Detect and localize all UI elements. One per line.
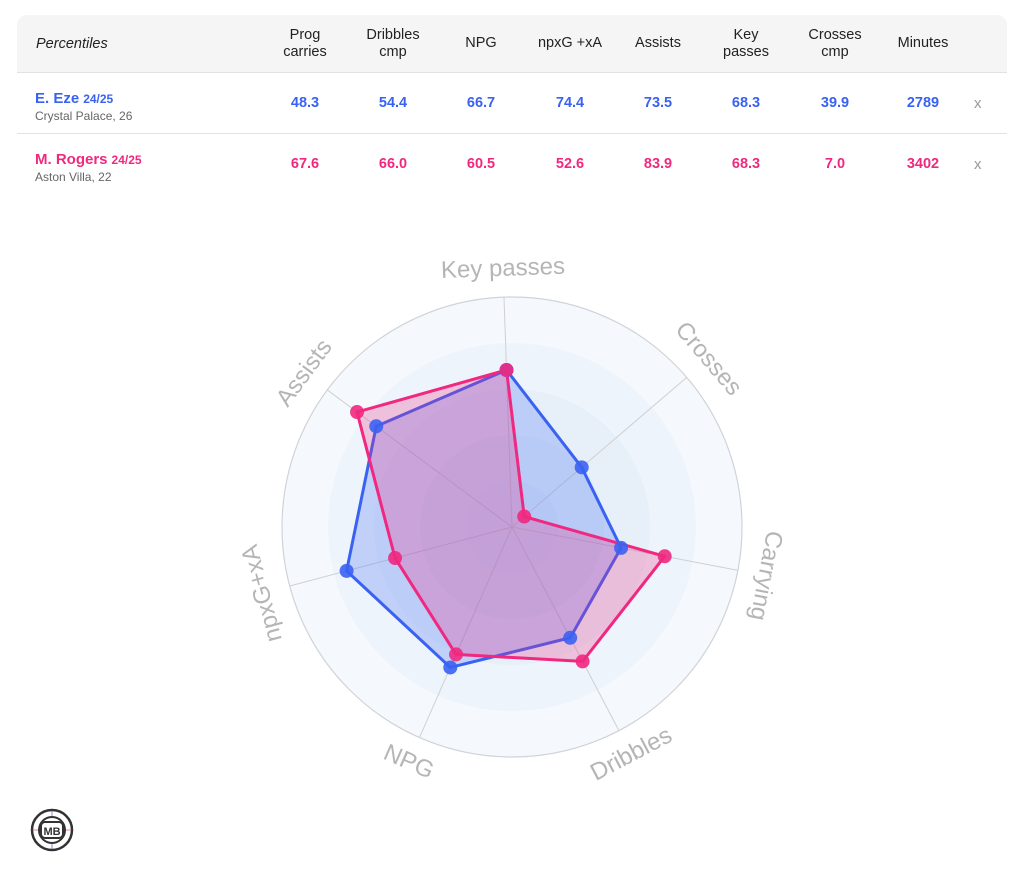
stat-value: 54.4: [378, 95, 408, 111]
mb-logo: MB: [30, 808, 74, 857]
stat-value: 7.0: [824, 156, 846, 172]
season: 24/25: [111, 153, 142, 167]
column-header-text: NPG: [465, 35, 497, 51]
column-header-text: Prog: [289, 26, 321, 43]
column-header-text: Key: [733, 26, 759, 43]
stat-value: 2789: [906, 95, 940, 111]
column-header-text: npxG +xA: [537, 35, 603, 51]
series-area: [345, 368, 623, 669]
stat-value: 83.9: [643, 156, 673, 172]
player-name[interactable]: E. Eze: [35, 90, 80, 107]
data-point: [339, 563, 354, 578]
percentiles-table: Percentiles Prog carries Dribbles cmp NPG npx…: [17, 15, 1007, 194]
club-age: Aston Villa, 22: [35, 170, 112, 184]
season: 24/25: [83, 92, 114, 106]
table-row: E. Eze 24/25 Crystal Palace, 26 48.3 54.4 66…: [17, 73, 1007, 134]
data-point: [517, 509, 532, 524]
table-title: Percentiles: [36, 35, 108, 52]
data-point: [563, 630, 578, 645]
table-row: M. Rogers 24/25 Aston Villa, 22 67.6 66.0 60…: [17, 134, 1007, 194]
column-header-text: passes: [723, 43, 769, 60]
column-header[interactable]: Assists: [613, 15, 703, 72]
axis-line: [419, 526, 513, 738]
stat-value: 39.9: [820, 95, 850, 111]
stat-value: 3402: [906, 156, 940, 172]
data-point: [574, 460, 589, 475]
table-header: Percentiles Prog carries Dribbles cmp NPG npx…: [17, 15, 1007, 73]
column-header[interactable]: NPG: [436, 15, 526, 72]
axis-line: [511, 377, 688, 528]
data-point: [350, 405, 365, 420]
data-point: [369, 419, 384, 434]
column-header-text: cmp: [821, 43, 849, 60]
data-point: [499, 363, 514, 378]
column-header[interactable]: Minutes: [878, 15, 968, 72]
stat-value: 67.6: [290, 156, 320, 172]
data-point: [614, 540, 629, 555]
stat-value: 66.7: [466, 95, 496, 111]
axis-label: NPG: [380, 739, 438, 785]
column-header[interactable]: Key passes: [701, 15, 791, 72]
stat-value: 60.5: [466, 156, 496, 172]
stat-value: 66.0: [378, 156, 408, 172]
axis-label: npxG+xA: [236, 542, 288, 645]
svg-text:MB: MB: [43, 826, 60, 838]
data-point: [443, 660, 458, 675]
stat-value: 68.3: [731, 156, 761, 172]
column-header-text: Crosses: [808, 26, 862, 43]
column-header[interactable]: Dribbles cmp: [348, 15, 438, 72]
data-point: [575, 654, 590, 669]
stat-value: 74.4: [555, 95, 585, 111]
data-point: [449, 647, 464, 662]
player-name[interactable]: M. Rogers: [35, 151, 108, 168]
axis-line: [511, 526, 620, 731]
stat-value: 73.5: [643, 95, 673, 111]
data-point: [388, 551, 403, 566]
stat-value: 68.3: [731, 95, 761, 111]
stat-value: 48.3: [290, 95, 320, 111]
axis-label: Key passes: [440, 253, 565, 284]
column-header-text: Dribbles: [366, 26, 420, 43]
column-header[interactable]: npxG +xA: [525, 15, 615, 72]
column-header-text: carries: [283, 43, 327, 60]
series-area: [355, 368, 667, 663]
player-info: M. Rogers 24/25 Aston Villa, 22: [35, 151, 142, 184]
column-header[interactable]: Crosses cmp: [790, 15, 880, 72]
column-header-text: cmp: [379, 43, 407, 60]
column-header-text: Assists: [635, 35, 681, 51]
remove-player-button[interactable]: x: [974, 94, 982, 112]
column-header-text: Minutes: [897, 35, 949, 51]
stat-value: 52.6: [555, 156, 585, 172]
data-point: [657, 549, 672, 564]
column-header[interactable]: Prog carries: [260, 15, 350, 72]
club-age: Crystal Palace, 26: [35, 109, 133, 123]
axis-line: [503, 297, 513, 528]
axis-label: Carrying: [744, 529, 788, 623]
remove-player-button[interactable]: x: [974, 155, 982, 173]
player-info: E. Eze 24/25 Crystal Palace, 26: [35, 90, 132, 123]
